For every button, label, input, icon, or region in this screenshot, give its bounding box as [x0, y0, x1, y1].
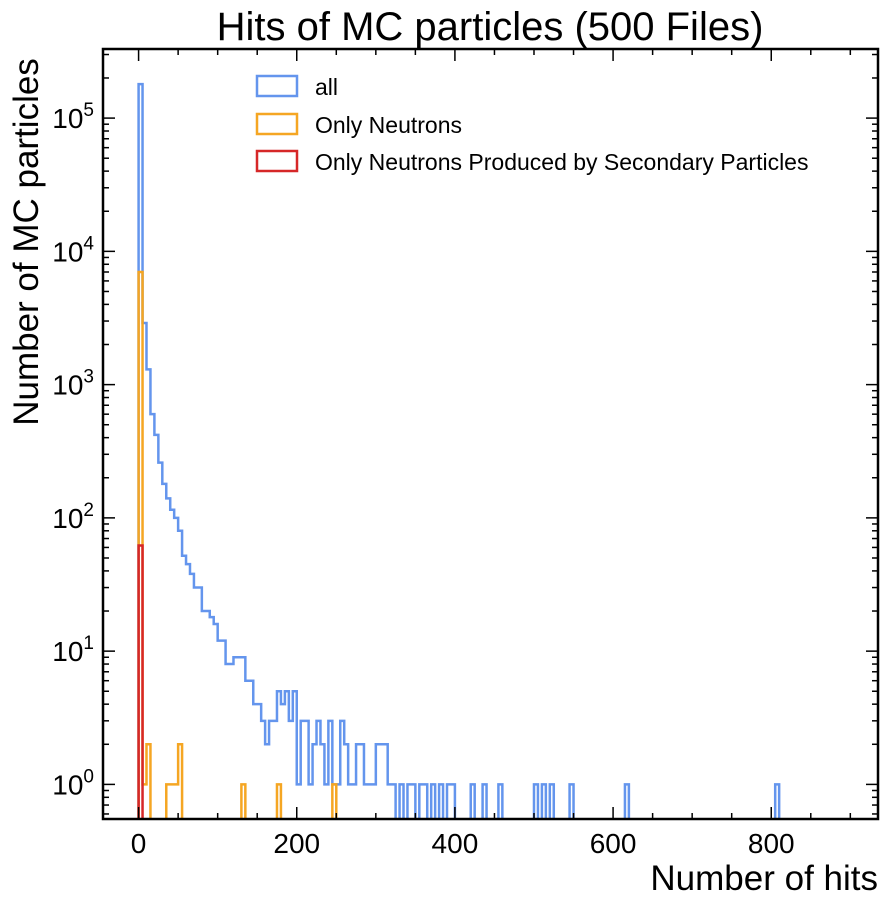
series-0-step	[137, 82, 781, 819]
legend-label-secondary-neutrons: Only Neutrons Produced by Secondary Part…	[315, 149, 808, 175]
y-tick-label: 104	[52, 233, 94, 267]
y-tick-label: 103	[52, 367, 94, 401]
y-tick-label: 105	[52, 100, 94, 134]
ticks-layer	[103, 49, 878, 819]
legend-label-neutrons: Only Neutrons	[315, 112, 462, 138]
x-tick-label: 0	[131, 828, 147, 859]
x-axis-label: Number of hits	[650, 859, 878, 898]
legend: all Only Neutrons Only Neutrons Produced…	[255, 74, 808, 175]
plot-frame	[101, 47, 880, 821]
legend-label-all: all	[315, 74, 338, 100]
x-tick-label: 800	[748, 828, 795, 859]
chart-title: Hits of MC particles (500 Files)	[217, 5, 764, 49]
y-axis-label: Number of MC particles	[7, 58, 46, 426]
y-tick-label: 101	[52, 633, 94, 667]
x-tick-labels: 0 200 400 600 800	[131, 828, 795, 859]
legend-swatch-all	[255, 74, 299, 98]
y-tick-labels: 100 101 102 103 104 105	[52, 100, 94, 800]
series-layer	[137, 82, 781, 819]
legend-swatch-neutrons	[255, 112, 299, 136]
series-1-step	[137, 270, 338, 819]
x-tick-label: 400	[432, 828, 479, 859]
legend-swatch-secondary-neutrons	[255, 149, 299, 173]
series-2-step	[137, 544, 144, 819]
x-tick-label: 200	[273, 828, 320, 859]
y-tick-label: 100	[52, 766, 94, 800]
y-tick-label: 102	[52, 500, 94, 534]
x-tick-label: 600	[590, 828, 637, 859]
